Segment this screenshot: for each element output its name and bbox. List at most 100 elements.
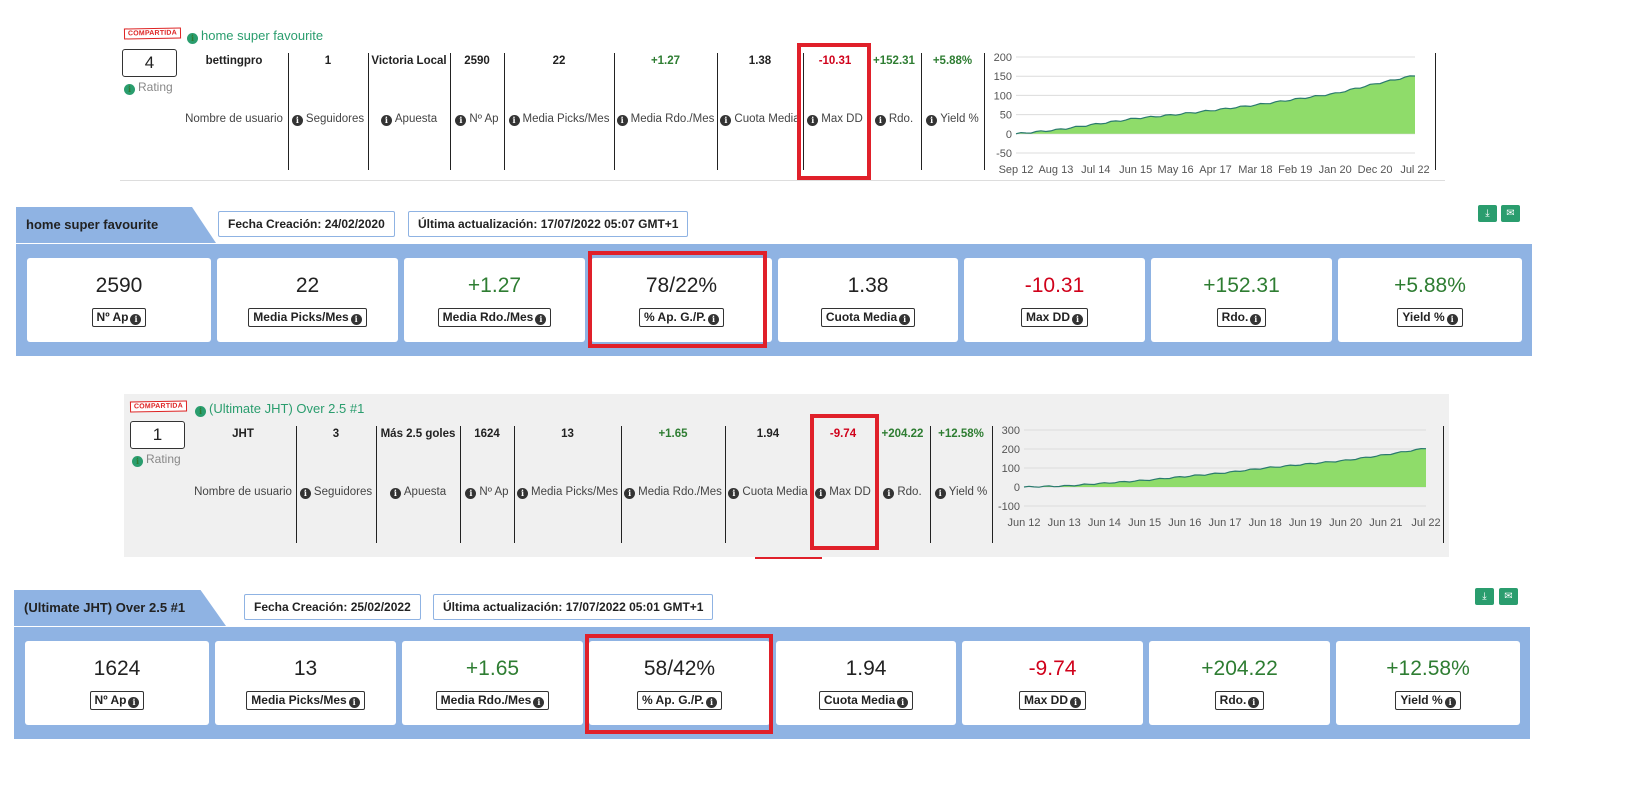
info-icon: i bbox=[720, 115, 732, 126]
email-button[interactable]: ✉ bbox=[1499, 588, 1518, 605]
stat-label[interactable]: Rdo. i bbox=[1216, 308, 1267, 327]
x-tick-label: Jun 21 bbox=[1369, 517, 1402, 529]
stat-value: +152.31 bbox=[1203, 274, 1280, 297]
rdo-value: +152.31 bbox=[873, 55, 915, 67]
maxdd-value: -9.74 bbox=[829, 428, 857, 440]
download-icon: ⤓ bbox=[1485, 208, 1490, 219]
stat-value: +5.88% bbox=[1394, 274, 1466, 297]
stat-card-n-ap: 1624 Nº Ap i bbox=[25, 641, 209, 725]
rdo-mes-label: i Media Rdo./Mes bbox=[621, 486, 725, 499]
tipster-name-link[interactable]: i (Ultimate JHT) Over 2.5 #1 bbox=[195, 401, 364, 417]
info-icon: i bbox=[348, 697, 360, 708]
info-icon: i bbox=[624, 488, 636, 499]
stat-card-rdo: +204.22 Rdo. i bbox=[1149, 641, 1330, 725]
x-tick-label: Jun 17 bbox=[1208, 517, 1241, 529]
n-ap-label: i Nº Ap bbox=[450, 113, 504, 126]
download-button[interactable]: ⤓ bbox=[1478, 205, 1497, 222]
x-tick-label: Jul 22 bbox=[1400, 164, 1429, 176]
info-icon: i bbox=[389, 488, 401, 499]
series-line bbox=[1015, 75, 1416, 135]
n-ap-label: i Nº Ap bbox=[460, 486, 514, 499]
x-tick-label: Dec 20 bbox=[1358, 164, 1393, 176]
info-icon: i bbox=[508, 115, 520, 126]
cuota-value: 1.94 bbox=[756, 428, 780, 440]
info-icon: i bbox=[455, 115, 467, 126]
stat-card-yield: +12.58% Yield % i bbox=[1336, 641, 1520, 725]
info-icon: i bbox=[807, 115, 819, 126]
tipster-tab[interactable]: (Ultimate JHT) Over 2.5 #1 bbox=[14, 590, 226, 626]
stat-label[interactable]: Cuota Media i bbox=[818, 691, 914, 710]
email-button[interactable]: ✉ bbox=[1501, 205, 1520, 222]
followers-value: 1 bbox=[324, 55, 332, 67]
y-tick-label: -50 bbox=[996, 148, 1012, 160]
rdo-label: i Rdo. bbox=[875, 486, 930, 499]
stat-label[interactable]: % Ap. G./P. i bbox=[638, 308, 724, 327]
info-icon: i bbox=[187, 33, 198, 44]
download-button[interactable]: ⤓ bbox=[1475, 588, 1494, 605]
info-icon: i bbox=[616, 115, 628, 126]
last-update: Última actualización: 17/07/2022 05:01 G… bbox=[433, 594, 714, 620]
yield-value: +5.88% bbox=[932, 55, 973, 67]
stat-label[interactable]: Media Rdo./Mes i bbox=[435, 691, 550, 710]
yield-value: +12.58% bbox=[938, 428, 984, 440]
x-tick-label: Jun 20 bbox=[1329, 517, 1362, 529]
stat-value: 58/42% bbox=[643, 657, 716, 680]
yield-label: i Yield % bbox=[930, 486, 992, 499]
stat-label[interactable]: Media Picks/Mes i bbox=[246, 691, 365, 710]
stat-card-picks: 22 Media Picks/Mes i bbox=[217, 258, 398, 342]
info-icon: i bbox=[1248, 697, 1260, 708]
username-value[interactable]: JHT bbox=[232, 428, 254, 440]
maxdd-highlight bbox=[797, 43, 871, 180]
rdo-mes-label: i Media Rdo./Mes bbox=[614, 113, 717, 126]
rdo-mes-value: +1.65 bbox=[658, 428, 688, 440]
scroll-indicator bbox=[755, 557, 822, 559]
x-tick-label: Jul 22 bbox=[1411, 517, 1440, 529]
stat-label[interactable]: Yield % i bbox=[1395, 691, 1461, 710]
info-icon: i bbox=[1446, 314, 1458, 325]
tipster-tab[interactable]: home super favourite bbox=[16, 207, 216, 243]
stat-label[interactable]: Rdo. i bbox=[1214, 691, 1265, 710]
stat-value: +1.65 bbox=[465, 657, 520, 680]
stat-label[interactable]: Max DD i bbox=[1018, 691, 1086, 710]
stat-label[interactable]: Cuota Media i bbox=[820, 308, 916, 327]
info-icon: i bbox=[1444, 697, 1456, 708]
info-icon: i bbox=[899, 314, 911, 325]
stat-label[interactable]: % Ap. G./P. i bbox=[636, 691, 722, 710]
info-icon: i bbox=[883, 488, 895, 499]
pct-highlight bbox=[588, 251, 767, 348]
x-tick-label: Jun 15 bbox=[1119, 164, 1152, 176]
shared-badge: COMPARTIDA bbox=[129, 400, 188, 413]
tipster-name-link[interactable]: i home super favourite bbox=[187, 28, 323, 44]
stat-label[interactable]: Nº Ap i bbox=[91, 308, 147, 327]
y-tick-label: 50 bbox=[1000, 110, 1012, 122]
username-label: Nombre de usuario bbox=[194, 486, 292, 498]
x-tick-label: Jun 16 bbox=[1168, 517, 1201, 529]
stat-label[interactable]: Max DD i bbox=[1020, 308, 1088, 327]
picks-label: i Media Picks/Mes bbox=[504, 113, 614, 126]
stat-label[interactable]: Media Rdo./Mes i bbox=[437, 308, 552, 327]
cuota-label: i Cuota Media bbox=[725, 486, 811, 499]
username-value[interactable]: bettingpro bbox=[205, 55, 263, 67]
x-tick-label: Jun 19 bbox=[1289, 517, 1322, 529]
envelope-icon: ✉ bbox=[1504, 591, 1513, 602]
x-tick-label: Jun 18 bbox=[1249, 517, 1282, 529]
stat-value: -9.74 bbox=[1028, 657, 1077, 680]
n-ap-value: 1624 bbox=[474, 428, 500, 440]
series-line bbox=[1023, 447, 1427, 488]
area-fill bbox=[1016, 75, 1415, 134]
envelope-icon: ✉ bbox=[1506, 208, 1515, 219]
last-update: Última actualización: 17/07/2022 05:07 G… bbox=[408, 211, 689, 237]
stat-label[interactable]: Nº Ap i bbox=[89, 691, 145, 710]
stat-card-pct: 78/22% % Ap. G./P. i bbox=[591, 258, 772, 342]
info-icon: i bbox=[1072, 314, 1083, 325]
info-icon: i bbox=[350, 314, 362, 325]
x-tick-label: Jul 14 bbox=[1081, 164, 1110, 176]
x-tick-label: Apr 17 bbox=[1199, 164, 1231, 176]
rating-label: i Rating bbox=[124, 80, 173, 95]
followers-label: i Seguidores bbox=[296, 486, 376, 499]
y-tick-label: 300 bbox=[1002, 425, 1020, 437]
x-tick-label: Jun 13 bbox=[1048, 517, 1081, 529]
stat-label[interactable]: Yield % i bbox=[1397, 308, 1463, 327]
stat-label[interactable]: Media Picks/Mes i bbox=[248, 308, 367, 327]
picks-label: i Media Picks/Mes bbox=[514, 486, 621, 499]
